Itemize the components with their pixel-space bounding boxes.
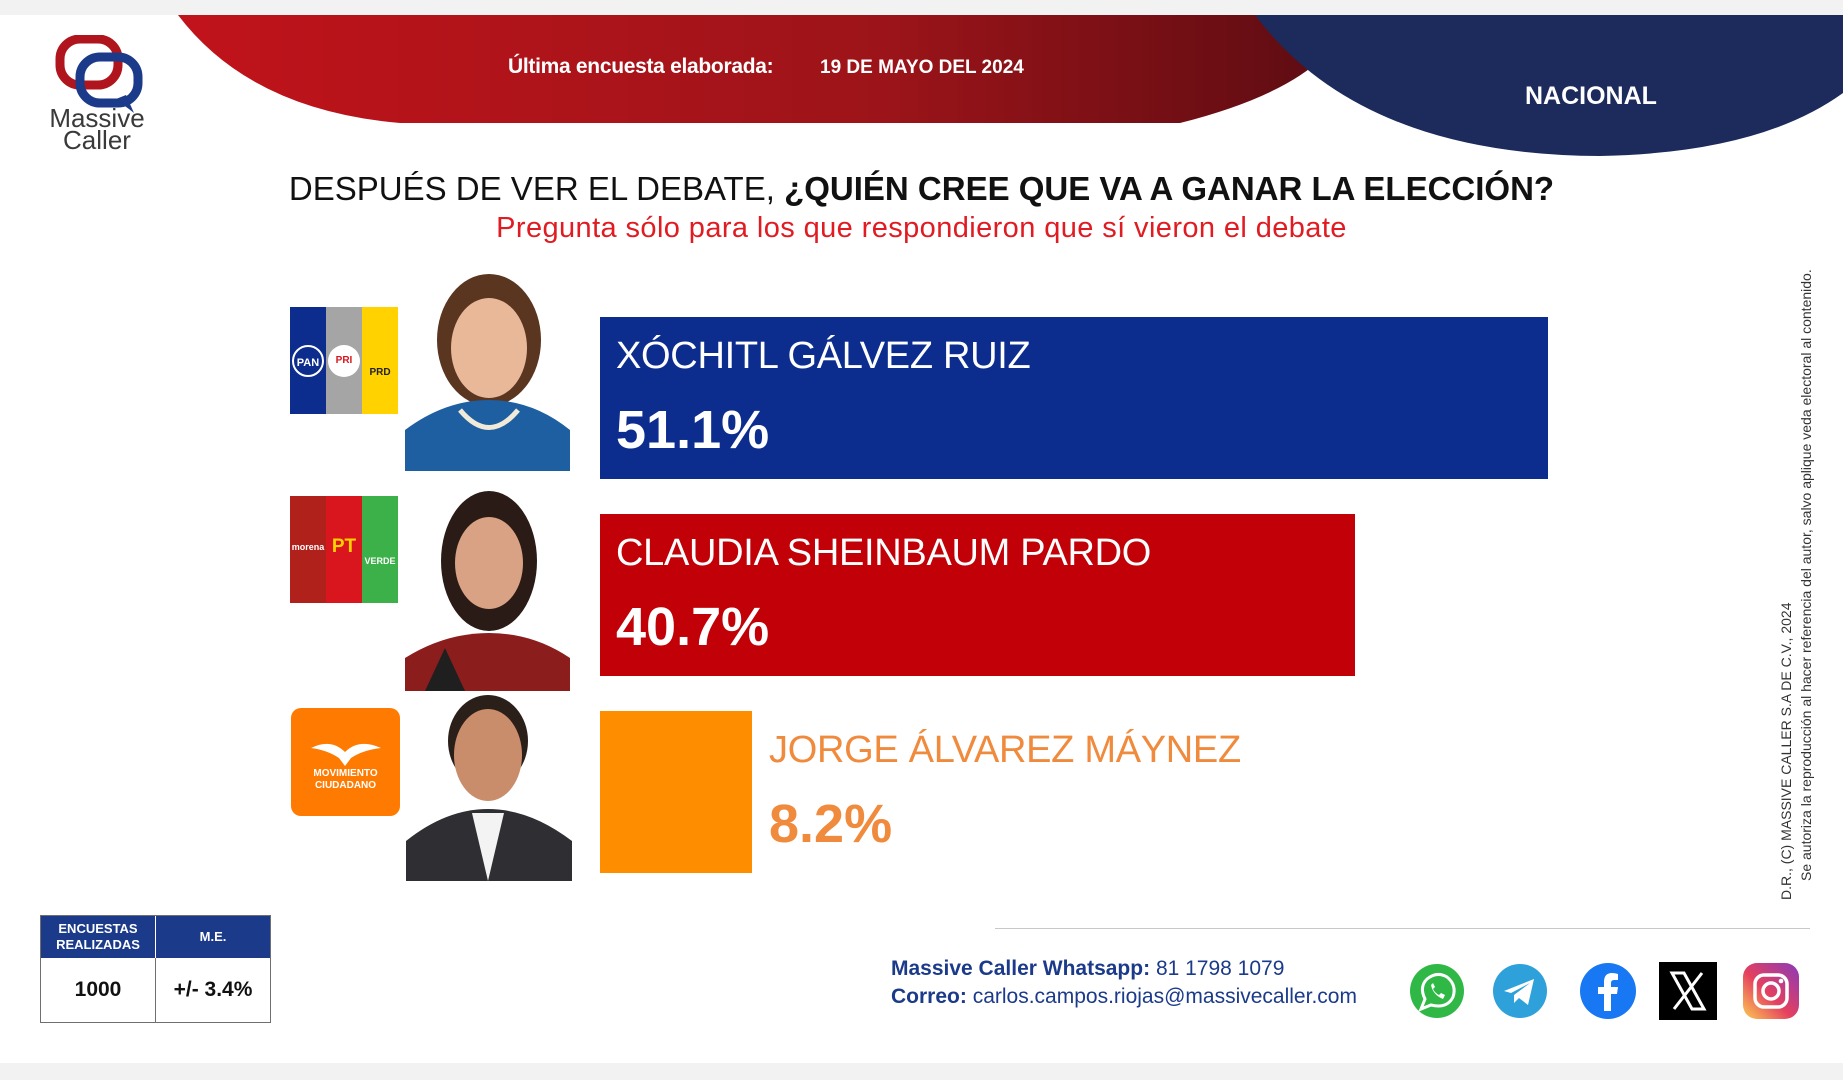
survey-date: 19 DE MAYO DEL 2024	[820, 57, 1024, 78]
party-logo-pan-pri-prd: PAN PRI PRD	[290, 307, 398, 414]
stats-header-surveys: ENCUESTAS REALIZADAS	[41, 916, 156, 958]
instagram-icon[interactable]	[1741, 961, 1801, 1021]
candidate-photo-xochitl	[405, 260, 570, 471]
email-address[interactable]: carlos.campos.riojas@massivecaller.com	[972, 985, 1357, 1008]
bar-claudia-sheinbaum	[600, 514, 1355, 676]
verde-label: VERDE	[364, 556, 396, 566]
survey-question: DESPUÉS DE VER EL DEBATE, ¿QUIÉN CREE QU…	[0, 170, 1843, 208]
copyright-line: D.R., (C) MASSIVE CALLER S.A DE C.V., 20…	[1778, 602, 1794, 900]
poll-slide: Última encuesta elaborada: 19 DE MAYO DE…	[0, 15, 1843, 1063]
contact-email: Correo: carlos.campos.riojas@massivecall…	[891, 985, 1357, 1009]
pt-label: PT	[331, 536, 357, 557]
logo-text-massive: Massive	[49, 103, 145, 133]
massive-caller-logo	[55, 35, 143, 113]
bar-label-xochitl-galvez: XÓCHITL GÁLVEZ RUIZ	[616, 335, 1031, 377]
pri-label: PRI	[328, 345, 360, 377]
facebook-icon[interactable]	[1578, 961, 1638, 1021]
copyright-notice: Se autoriza la reproducción al hacer ref…	[1798, 269, 1814, 881]
region-label: NACIONAL	[1525, 82, 1657, 110]
stats-value-margin: +/- 3.4%	[173, 978, 253, 1001]
prd-label: PRD	[369, 367, 391, 378]
bar-jorge-alvarez	[600, 711, 752, 873]
eagle-icon	[311, 743, 381, 766]
footer-divider	[995, 928, 1810, 929]
survey-date-label: Última encuesta elaborada:	[508, 55, 774, 78]
question-prefix: DESPUÉS DE VER EL DEBATE,	[288, 170, 775, 207]
bar-label-jorge-alvarez: JORGE ÁLVAREZ MÁYNEZ	[769, 729, 1241, 771]
x-icon[interactable]	[1658, 961, 1718, 1021]
pan-label: PAN	[292, 345, 324, 377]
stats-header-margin: M.E.	[156, 916, 270, 958]
party-logo-morena-pt-verde: morena PT VERDE	[290, 496, 398, 603]
party-logo-movimiento-ciudadano: MOVIMIENTO CIUDADANO	[291, 708, 400, 816]
candidate-photo-jorge	[406, 691, 572, 881]
whatsapp-number: 81 1798 1079	[1155, 957, 1285, 980]
whatsapp-label: Massive Caller Whatsapp:	[891, 957, 1151, 980]
bar-value-claudia-sheinbaum: 40.7%	[616, 597, 770, 657]
contact-whatsapp: Massive Caller Whatsapp: 81 1798 1079	[891, 957, 1284, 981]
telegram-icon[interactable]	[1490, 961, 1550, 1021]
bar-value-xochitl-galvez: 51.1%	[616, 400, 770, 460]
question-bold: ¿QUIÉN CREE QUE VA A GANAR LA ELECCIÓN?	[784, 170, 1555, 207]
survey-stats-table: ENCUESTAS REALIZADAS M.E. 1000 +/- 3.4%	[40, 915, 271, 1023]
bar-label-claudia-sheinbaum: CLAUDIA SHEINBAUM PARDO	[616, 532, 1152, 574]
email-label: Correo:	[891, 985, 967, 1008]
whatsapp-icon[interactable]	[1407, 961, 1467, 1021]
bar-xochitl-galvez	[600, 317, 1548, 479]
movimiento-ciudadano-label: MOVIMIENTO CIUDADANO	[313, 768, 378, 791]
candidate-photo-claudia	[405, 483, 570, 691]
logo-text-caller: Caller	[63, 125, 131, 155]
bar-value-jorge-alvarez: 8.2%	[769, 794, 893, 854]
header-banner	[178, 15, 1843, 156]
stats-value-surveys: 1000	[41, 958, 156, 1022]
morena-label: morena	[291, 542, 325, 552]
question-subtitle: Pregunta sólo para los que respondieron …	[496, 212, 1347, 244]
